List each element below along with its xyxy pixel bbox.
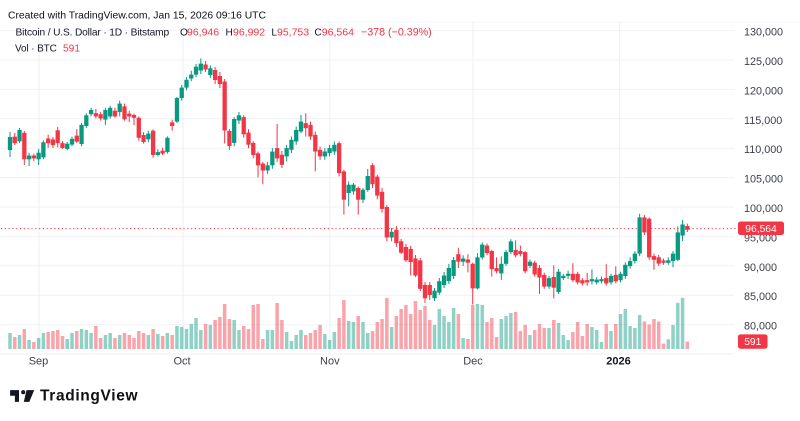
- svg-text:C: C: [314, 28, 321, 39]
- svg-text:591: 591: [744, 337, 761, 348]
- svg-text:100,000: 100,000: [744, 203, 783, 215]
- svg-text:Oct: Oct: [173, 355, 190, 367]
- svg-text:96,564: 96,564: [745, 224, 777, 235]
- svg-text:Dec: Dec: [463, 355, 483, 367]
- svg-text:2026: 2026: [606, 355, 630, 367]
- svg-text:591: 591: [63, 44, 80, 55]
- svg-text:−378 (−0.39%): −378 (−0.39%): [361, 27, 432, 39]
- svg-text:Sep: Sep: [29, 355, 49, 367]
- svg-text:L: L: [271, 28, 277, 39]
- svg-text:TradingView: TradingView: [40, 388, 138, 405]
- svg-text:95,000: 95,000: [744, 232, 777, 244]
- svg-text:120,000: 120,000: [744, 85, 783, 97]
- svg-text:80,000: 80,000: [744, 321, 777, 333]
- svg-text:95,753: 95,753: [277, 27, 309, 39]
- svg-text:O: O: [180, 28, 188, 39]
- svg-text:H: H: [226, 28, 233, 39]
- svg-text:105,000: 105,000: [744, 174, 783, 186]
- svg-text:85,000: 85,000: [744, 291, 777, 303]
- svg-text:125,000: 125,000: [744, 56, 783, 68]
- svg-text:Bitcoin / U.S. Dollar · 1D · B: Bitcoin / U.S. Dollar · 1D · Bitstamp: [16, 28, 170, 39]
- svg-text:90,000: 90,000: [744, 262, 777, 274]
- svg-text:96,564: 96,564: [322, 27, 354, 39]
- svg-text:Nov: Nov: [320, 355, 340, 367]
- svg-text:130,000: 130,000: [744, 27, 783, 39]
- svg-text:115,000: 115,000: [744, 115, 782, 127]
- svg-text:110,000: 110,000: [744, 144, 782, 156]
- svg-text:Created with TradingView.com,: Created with TradingView.com, Jan 15, 20…: [8, 10, 267, 21]
- svg-text:96,992: 96,992: [233, 27, 265, 39]
- svg-text:Vol · BTC: Vol · BTC: [15, 44, 57, 55]
- svg-text:96,946: 96,946: [187, 27, 219, 39]
